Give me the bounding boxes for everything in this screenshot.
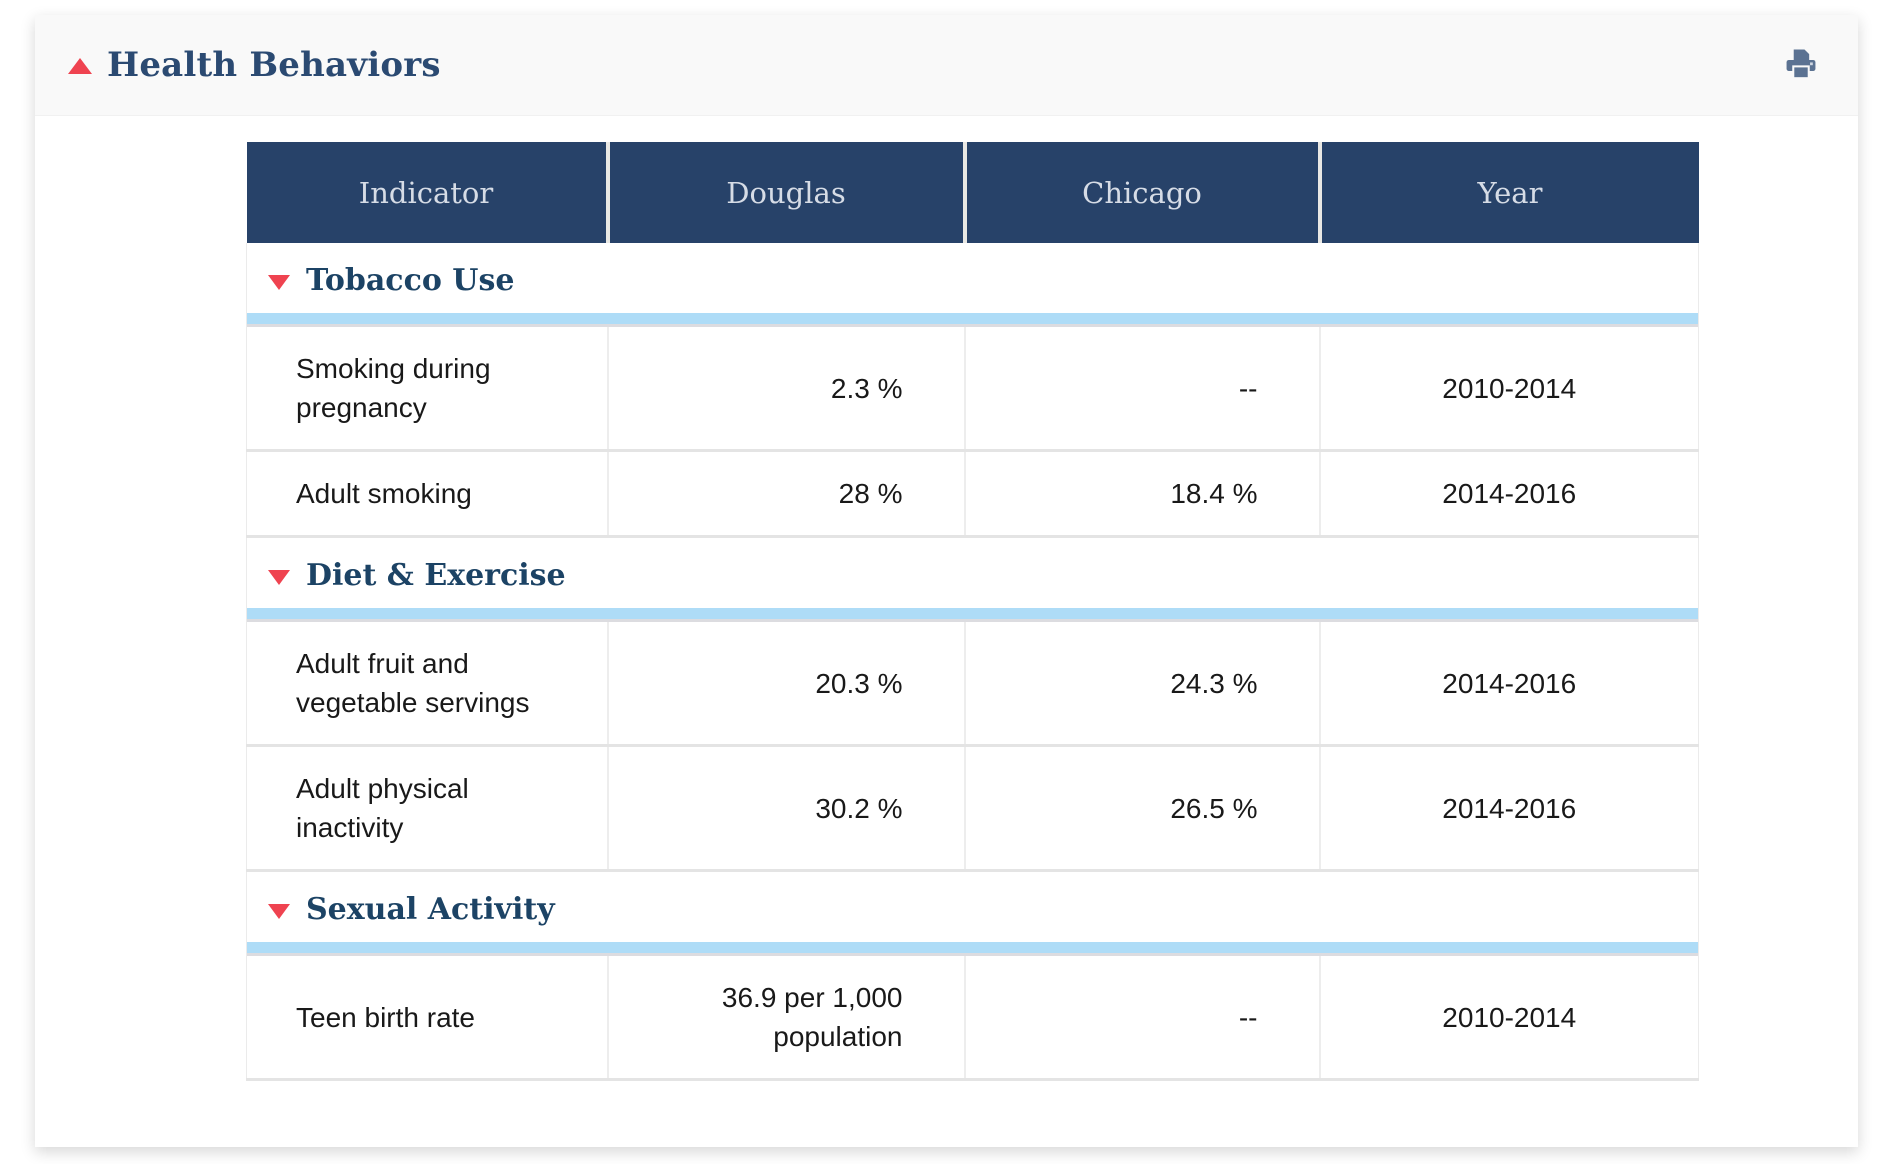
section-label: Diet & Exercise — [306, 558, 566, 593]
indicator-cell: Adult physical inactivity — [246, 745, 609, 872]
section-toggle-tobacco-use[interactable]: Tobacco Use — [247, 243, 1698, 313]
indicator-cell: Smoking during pregnancy — [246, 327, 609, 452]
table-row: Adult physical inactivity 30.2 % 26.5 % … — [246, 745, 1699, 872]
douglas-value-cell: 30.2 % — [607, 745, 966, 872]
chicago-value-cell: -- — [964, 956, 1321, 1081]
section-divider-bar — [247, 313, 1698, 327]
year-cell: 2014-2016 — [1319, 622, 1699, 747]
section-divider-bar — [247, 942, 1698, 956]
panel-header: Health Behaviors — [35, 15, 1858, 116]
douglas-value-cell: 2.3 % — [607, 327, 966, 452]
table-row: Adult smoking 28 % 18.4 % 2014-2016 — [246, 450, 1699, 538]
indicator-cell: Adult fruit and vegetable servings — [246, 622, 609, 747]
year-cell: 2010-2014 — [1319, 327, 1699, 452]
section-header-row-tobacco-use: Tobacco Use — [246, 243, 1699, 327]
section-label: Sexual Activity — [306, 892, 555, 927]
triangle-down-icon — [268, 904, 290, 919]
triangle-down-icon — [268, 275, 290, 290]
column-header-indicator: Indicator — [246, 142, 610, 243]
table-row: Smoking during pregnancy 2.3 % -- 2010-2… — [246, 327, 1699, 452]
douglas-value-cell: 36.9 per 1,000 population — [607, 956, 966, 1081]
douglas-value-cell: 20.3 % — [607, 622, 966, 747]
column-header-douglas: Douglas — [607, 142, 967, 243]
section-toggle-sexual-activity[interactable]: Sexual Activity — [247, 872, 1698, 942]
health-behaviors-table: Indicator Douglas Chicago Year Tobacco U… — [246, 142, 1699, 1081]
indicator-cell: Adult smoking — [246, 450, 609, 538]
section-cell: Tobacco Use — [246, 243, 1699, 327]
panel-collapse-toggle[interactable]: Health Behaviors — [68, 45, 441, 85]
table-header-row: Indicator Douglas Chicago Year — [246, 142, 1699, 243]
chicago-value-cell: -- — [964, 327, 1321, 452]
triangle-down-icon — [268, 570, 290, 585]
section-header-row-diet-exercise: Diet & Exercise — [246, 536, 1699, 622]
year-cell: 2014-2016 — [1319, 745, 1699, 872]
chicago-value-cell: 26.5 % — [964, 745, 1321, 872]
section-cell: Sexual Activity — [246, 870, 1699, 956]
section-toggle-diet-exercise[interactable]: Diet & Exercise — [247, 538, 1698, 608]
chicago-value-cell: 18.4 % — [964, 450, 1321, 538]
triangle-up-icon — [68, 58, 92, 74]
section-cell: Diet & Exercise — [246, 536, 1699, 622]
section-divider-bar — [247, 608, 1698, 622]
year-cell: 2014-2016 — [1319, 450, 1699, 538]
panel-title: Health Behaviors — [107, 45, 441, 85]
column-header-chicago: Chicago — [964, 142, 1322, 243]
print-button[interactable] — [1772, 42, 1830, 89]
chicago-value-cell: 24.3 % — [964, 622, 1321, 747]
printer-icon — [1782, 48, 1820, 86]
indicator-cell: Teen birth rate — [246, 956, 609, 1081]
douglas-value-cell: 28 % — [607, 450, 966, 538]
panel-body: Indicator Douglas Chicago Year Tobacco U… — [35, 116, 1858, 1095]
section-header-row-sexual-activity: Sexual Activity — [246, 870, 1699, 956]
health-behaviors-panel: Health Behaviors — [35, 15, 1858, 1147]
column-header-year: Year — [1319, 142, 1699, 243]
section-label: Tobacco Use — [306, 263, 515, 298]
table-row: Teen birth rate 36.9 per 1,000 populatio… — [246, 956, 1699, 1081]
year-cell: 2010-2014 — [1319, 956, 1699, 1081]
table-row: Adult fruit and vegetable servings 20.3 … — [246, 622, 1699, 747]
